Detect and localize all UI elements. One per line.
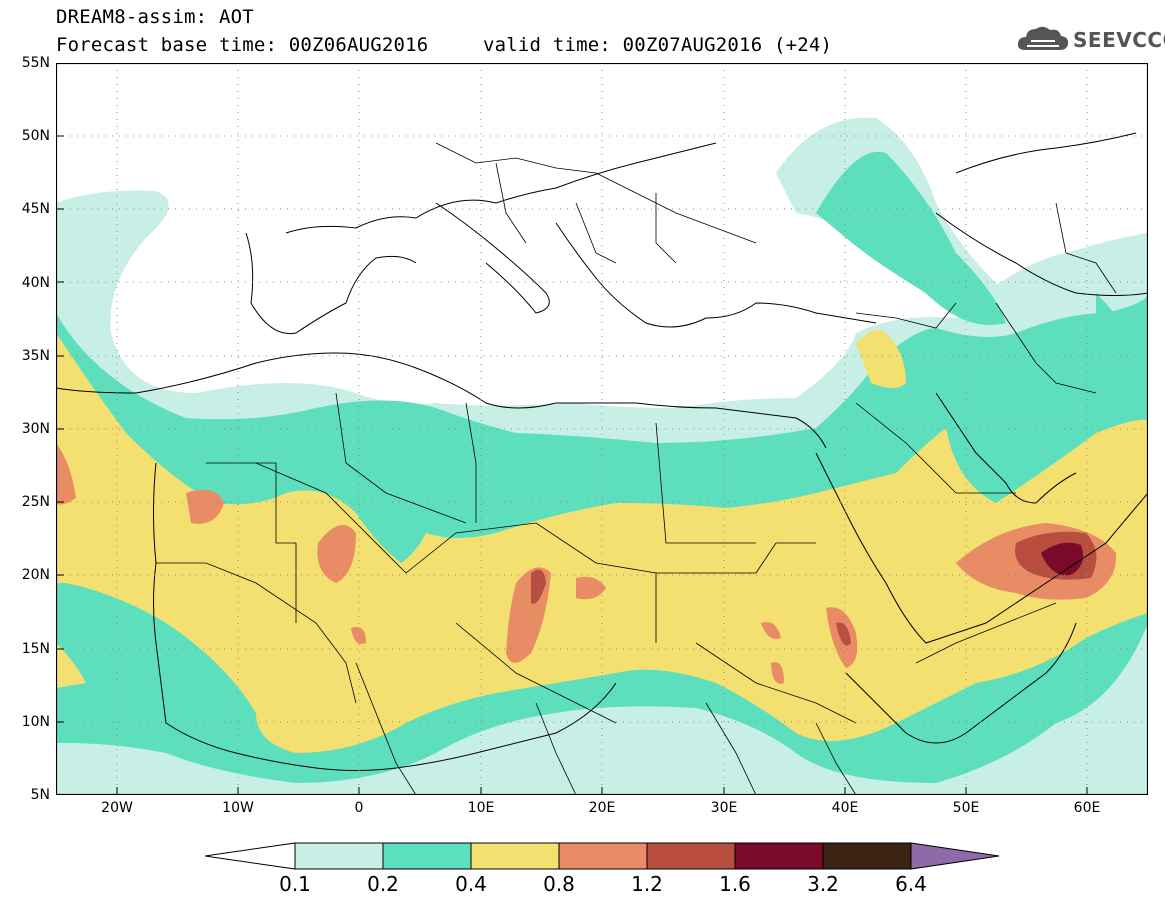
aot-map (55, 62, 1149, 796)
title-model: DREAM8-assim: AOT (56, 6, 254, 28)
logo-text: SEEVCCC (1073, 28, 1165, 52)
title-base-time: Forecast base time: 00Z06AUG2016 (56, 34, 429, 56)
lat-label-40n: 40N (21, 275, 50, 291)
colorbar-over-triangle (910, 842, 1000, 870)
colorbar-bin-0.4 (470, 842, 560, 870)
colorbar-label-3.2: 3.2 (807, 872, 839, 896)
lon-label-10e: 10E (467, 800, 495, 816)
cloud-icon (1017, 26, 1069, 50)
colorbar-label-0.4: 0.4 (455, 872, 487, 896)
lat-label-35n: 35N (21, 348, 50, 364)
colorbar-label-1.2: 1.2 (631, 872, 663, 896)
map-canvas (55, 62, 1149, 796)
colorbar-bin-3.2 (822, 842, 912, 870)
colorbar-bin-0.2 (382, 842, 472, 870)
colorbar-label-6.4: 6.4 (895, 872, 927, 896)
aot-level-1.6 (1041, 542, 1084, 576)
lon-label-10w: 10W (222, 800, 254, 816)
colorbar-bin-1.6 (734, 842, 824, 870)
lat-label-55n: 55N (21, 55, 50, 71)
lon-label-40e: 40E (831, 800, 859, 816)
colorbar-label-0.8: 0.8 (543, 872, 575, 896)
political-borders (156, 142, 1117, 795)
lat-label-45n: 45N (21, 201, 50, 217)
aot-level-0.4 (56, 329, 1148, 753)
lat-label-5n: 5N (30, 787, 50, 803)
colorbar-bin-1.2 (646, 842, 736, 870)
lat-label-10n: 10N (21, 714, 50, 730)
colorbar (204, 842, 1000, 870)
colorbar-under-triangle (204, 842, 296, 870)
lat-label-50n: 50N (21, 128, 50, 144)
colorbar-bin-0.8 (558, 842, 648, 870)
title-valid-time: valid time: 00Z07AUG2016 (+24) (483, 34, 833, 56)
coastlines (56, 132, 1148, 771)
colorbar-label-0.1: 0.1 (279, 872, 311, 896)
graticule (56, 63, 1148, 795)
colorbar-bin-0.1 (294, 842, 384, 870)
lat-label-30n: 30N (21, 421, 50, 437)
lat-label-15n: 15N (21, 641, 50, 657)
lon-label-20e: 20E (588, 800, 616, 816)
lon-label-30e: 30E (710, 800, 738, 816)
axis-ticks (56, 135, 1088, 795)
colorbar-label-0.2: 0.2 (367, 872, 399, 896)
lon-label-50e: 50E (952, 800, 980, 816)
seevccc-logo: SEEVCCC (1015, 20, 1165, 60)
lat-label-20n: 20N (21, 567, 50, 583)
lon-label-60e: 60E (1073, 800, 1101, 816)
lat-label-25n: 25N (21, 494, 50, 510)
colorbar-graphic (204, 842, 1000, 870)
lon-label-0: 0 (354, 800, 364, 816)
colorbar-label-1.6: 1.6 (719, 872, 751, 896)
lon-label-20w: 20W (101, 800, 133, 816)
